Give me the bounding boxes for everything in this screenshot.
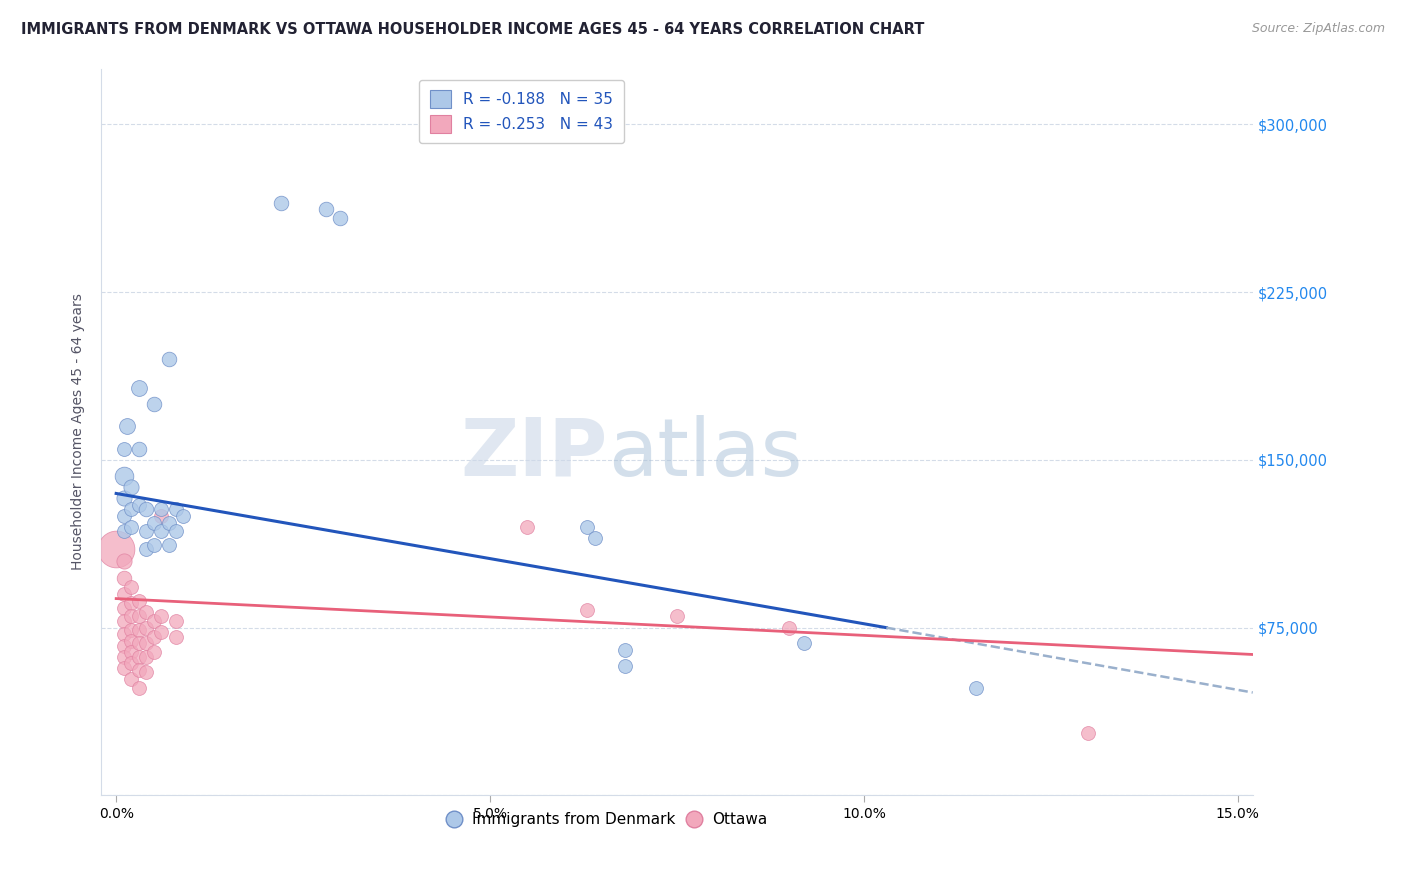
Point (112, 639, 135, 653)
Point (150, 508, 173, 523)
Point (105, 542, 128, 557)
Point (270, 195, 292, 210)
Point (128, 498, 150, 512)
Point (120, 623, 142, 637)
Point (315, 202, 337, 217)
Point (142, 645, 165, 659)
Point (157, 352, 180, 367)
Point (112, 553, 135, 567)
Point (120, 672, 142, 686)
Point (120, 596, 142, 610)
Point (157, 538, 180, 552)
Point (128, 663, 150, 677)
Point (120, 657, 142, 671)
Point (128, 649, 150, 664)
Point (135, 649, 157, 664)
Point (135, 665, 157, 680)
Point (142, 516, 165, 530)
Point (613, 658, 636, 673)
Point (150, 625, 173, 640)
Point (576, 520, 599, 534)
Point (128, 442, 150, 456)
Point (120, 609, 142, 624)
Point (165, 630, 187, 644)
Point (128, 636, 150, 650)
Point (165, 502, 187, 516)
Point (135, 621, 157, 635)
Point (112, 649, 135, 664)
Y-axis label: Householder Income Ages 45 - 64 years: Householder Income Ages 45 - 64 years (72, 293, 86, 570)
Point (583, 531, 606, 545)
Point (112, 661, 135, 675)
Point (112, 600, 135, 615)
Point (112, 627, 135, 641)
Point (150, 609, 173, 624)
Text: atlas: atlas (607, 415, 803, 492)
Point (112, 468, 135, 483)
Point (778, 621, 800, 635)
Point (142, 538, 165, 552)
Point (142, 614, 165, 628)
Point (135, 542, 157, 557)
Point (516, 520, 538, 534)
Point (128, 681, 150, 695)
Point (165, 614, 187, 628)
Point (965, 681, 987, 695)
Text: Source: ZipAtlas.com: Source: ZipAtlas.com (1251, 22, 1385, 36)
Point (135, 502, 157, 516)
Point (120, 645, 142, 659)
Point (128, 594, 150, 608)
Text: IMMIGRANTS FROM DENMARK VS OTTAWA HOUSEHOLDER INCOME AGES 45 - 64 YEARS CORRELAT: IMMIGRANTS FROM DENMARK VS OTTAWA HOUSEH… (21, 22, 925, 37)
Point (112, 491, 135, 505)
Point (128, 609, 150, 624)
Point (329, 211, 352, 226)
Point (112, 571, 135, 585)
Point (128, 623, 150, 637)
Point (112, 442, 135, 456)
Point (120, 581, 142, 595)
Point (150, 524, 173, 539)
Point (112, 587, 135, 601)
Point (165, 524, 187, 539)
Point (142, 630, 165, 644)
Point (793, 636, 815, 650)
Point (613, 643, 636, 657)
Point (135, 636, 157, 650)
Point (576, 603, 599, 617)
Point (665, 609, 688, 624)
Legend: Immigrants from Denmark, Ottawa: Immigrants from Denmark, Ottawa (440, 805, 775, 835)
Point (128, 381, 150, 395)
Point (120, 480, 142, 494)
Point (142, 397, 165, 411)
Point (135, 605, 157, 619)
Point (120, 520, 142, 534)
Point (135, 524, 157, 539)
Point (112, 508, 135, 523)
Point (112, 614, 135, 628)
Point (157, 516, 180, 530)
Point (172, 508, 194, 523)
Point (150, 502, 173, 516)
Text: ZIP: ZIP (461, 415, 607, 492)
Point (120, 502, 142, 516)
Point (117, 419, 139, 434)
Point (1077, 725, 1099, 739)
Point (112, 524, 135, 539)
Point (120, 634, 142, 648)
